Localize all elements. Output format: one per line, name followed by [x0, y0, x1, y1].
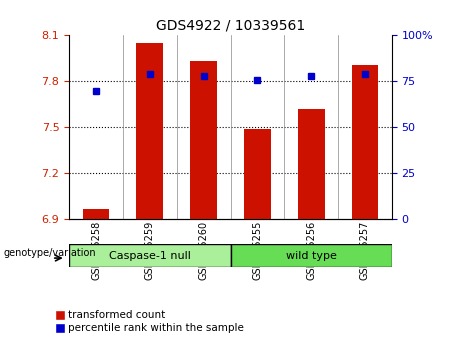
Bar [83, 209, 109, 219]
Bar [351, 64, 378, 219]
Bar [230, 244, 392, 267]
Bar [136, 43, 163, 219]
Bar [298, 109, 325, 219]
Text: genotype/variation: genotype/variation [4, 249, 96, 258]
Text: Caspase-1 null: Caspase-1 null [109, 251, 191, 261]
Bar [190, 62, 217, 219]
Legend: transformed count, percentile rank within the sample: transformed count, percentile rank withi… [51, 306, 248, 338]
Bar [69, 244, 230, 267]
Title: GDS4922 / 10339561: GDS4922 / 10339561 [156, 19, 305, 33]
Bar [244, 129, 271, 219]
Text: wild type: wild type [286, 251, 337, 261]
